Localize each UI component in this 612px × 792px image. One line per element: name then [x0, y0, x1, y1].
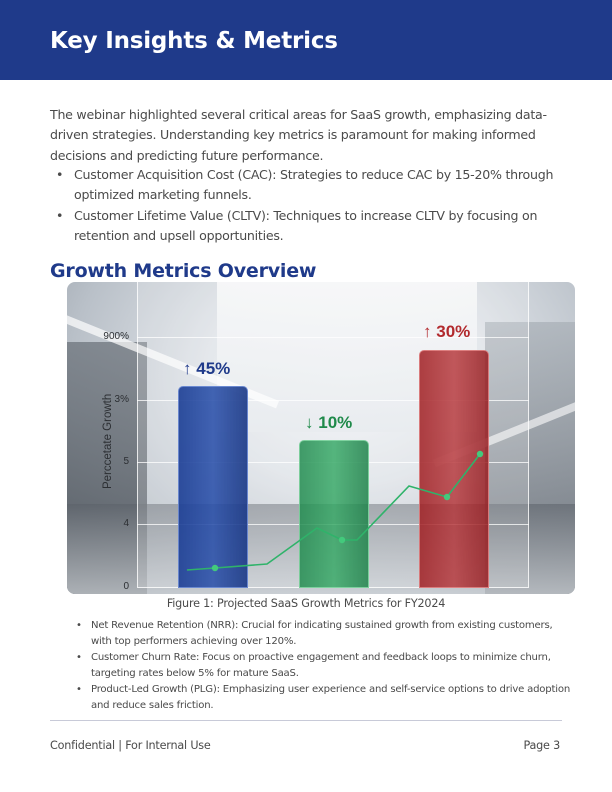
intro-paragraph: The webinar highlighted several critical… — [50, 107, 547, 163]
section-title: Growth Metrics Overview — [50, 260, 317, 282]
arrow-down-icon: ↓ — [305, 413, 314, 432]
y-tick-label: 4 — [123, 518, 129, 529]
list-item: Net Revenue Retention (NRR): Crucial for… — [75, 618, 575, 650]
key-metrics-list: Customer Acquisition Cost (CAC): Strateg… — [50, 165, 562, 246]
y-tick-label: 900% — [103, 331, 129, 342]
bar-value-label: ↑ 30% — [423, 322, 471, 341]
trend-point — [443, 493, 451, 501]
figure-caption: Figure 1: Projected SaaS Growth Metrics … — [166, 597, 446, 610]
bar-green — [299, 440, 369, 588]
bar-value-label: ↓ 10% — [305, 413, 353, 432]
header-band: Key Insights & Metrics — [0, 0, 612, 80]
list-item: Product-Led Growth (PLG): Emphasizing us… — [75, 682, 575, 714]
bar-red — [419, 350, 489, 588]
page-number: Page 3 — [523, 739, 560, 752]
gridline — [137, 400, 529, 401]
gridline — [137, 337, 529, 338]
footer-divider — [50, 720, 562, 721]
growth-drivers-list: Net Revenue Retention (NRR): Crucial for… — [75, 618, 575, 714]
bar-blue — [178, 386, 248, 588]
list-item: Customer Churn Rate: Focus on proactive … — [75, 650, 575, 682]
page-title: Key Insights & Metrics — [50, 28, 338, 54]
bar-value-label: ↑ 45% — [183, 359, 231, 378]
list-item: Customer Acquisition Cost (CAC): Strateg… — [50, 165, 562, 206]
y-tick-label: 3% — [114, 394, 129, 405]
trend-line — [186, 450, 484, 572]
trend-point — [211, 564, 219, 572]
list-item: Customer Lifetime Value (CLTV): Techniqu… — [50, 206, 562, 247]
y-tick-label: 5 — [123, 456, 129, 467]
trend-point — [338, 536, 346, 544]
y-tick-label: 0 — [123, 581, 129, 592]
arrow-up-icon: ↑ — [423, 322, 432, 341]
trend-point — [476, 450, 484, 458]
growth-metrics-figure: 900% 3% 5 4 0 Perccetate Growth ↑ 45% ↓ … — [67, 282, 575, 594]
arrow-up-icon: ↑ — [183, 359, 192, 378]
footer-confidentiality: Confidential | For Internal Use — [50, 739, 211, 752]
